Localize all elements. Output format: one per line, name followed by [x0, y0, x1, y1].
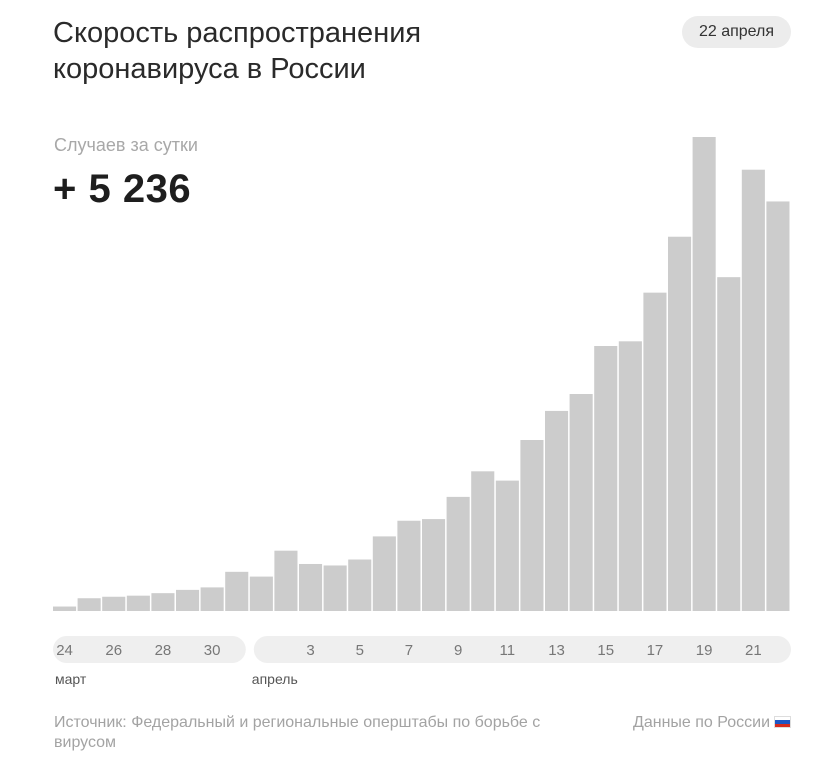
month-label: апрель: [252, 671, 298, 687]
x-tick-label: 5: [356, 642, 364, 659]
date-badge: 22 апреля: [682, 16, 791, 48]
bar-5: [348, 559, 372, 611]
source-note: Источник: Федеральный и региональные опе…: [54, 714, 541, 751]
bar-24: [53, 606, 77, 611]
bar-20: [717, 277, 741, 611]
x-tick-label: 30: [204, 642, 221, 659]
bar-1: [249, 576, 273, 611]
data-region-label: Данные по России: [633, 714, 770, 731]
bar-28: [151, 593, 175, 611]
bar-22: [766, 201, 790, 611]
metric-label: Случаев за сутки: [54, 135, 198, 155]
x-tick-label: 26: [105, 642, 122, 659]
bar-3: [299, 563, 323, 611]
bar-31: [225, 571, 249, 611]
month-label: март: [55, 671, 87, 687]
x-tick-label: 9: [454, 642, 462, 659]
data-region: Данные по России: [633, 713, 791, 733]
bar-15: [594, 346, 618, 611]
chart-title: Скорость распространения коронавируса в …: [53, 17, 422, 85]
bar-12: [520, 440, 544, 611]
axis-pill-march: [53, 636, 246, 663]
bar-10: [471, 471, 495, 611]
bars-group: [53, 137, 790, 612]
month-labels: март апрель: [55, 671, 298, 687]
russia-flag-icon: [774, 716, 791, 728]
x-tick-label: 21: [745, 642, 762, 659]
x-tick-label: 17: [647, 642, 664, 659]
x-tick-label: 24: [56, 642, 73, 659]
bar-11: [495, 480, 519, 611]
bar-18: [668, 236, 692, 612]
x-tick-label: 19: [696, 642, 713, 659]
x-tick-label: 13: [548, 642, 565, 659]
bar-17: [643, 292, 667, 611]
bar-27: [126, 595, 150, 611]
x-tick-label: 28: [155, 642, 172, 659]
bar-9: [446, 496, 470, 611]
bar-4: [323, 565, 347, 611]
x-tick-label: 3: [306, 642, 314, 659]
x-tick-label: 11: [500, 642, 516, 659]
bar-16: [618, 341, 642, 611]
bar-30: [200, 587, 224, 611]
bar-13: [545, 410, 569, 611]
bar-2: [274, 550, 298, 611]
bar-8: [422, 519, 446, 611]
axis-pill-april: [253, 636, 792, 663]
bar-6: [372, 536, 396, 611]
x-tick-labels: 24 26 28 30 3 5 7 9 11 13 15 17 19 21: [56, 642, 761, 659]
metric-value: + 5 236: [53, 167, 192, 211]
bar-25: [77, 598, 101, 611]
x-tick-label: 15: [597, 642, 614, 659]
bar-14: [569, 394, 593, 611]
x-tick-label: 7: [405, 642, 413, 659]
bar-26: [102, 596, 126, 611]
bar-7: [397, 520, 421, 611]
bar-21: [741, 169, 765, 611]
bar-19: [692, 137, 716, 611]
bar-29: [176, 589, 200, 611]
